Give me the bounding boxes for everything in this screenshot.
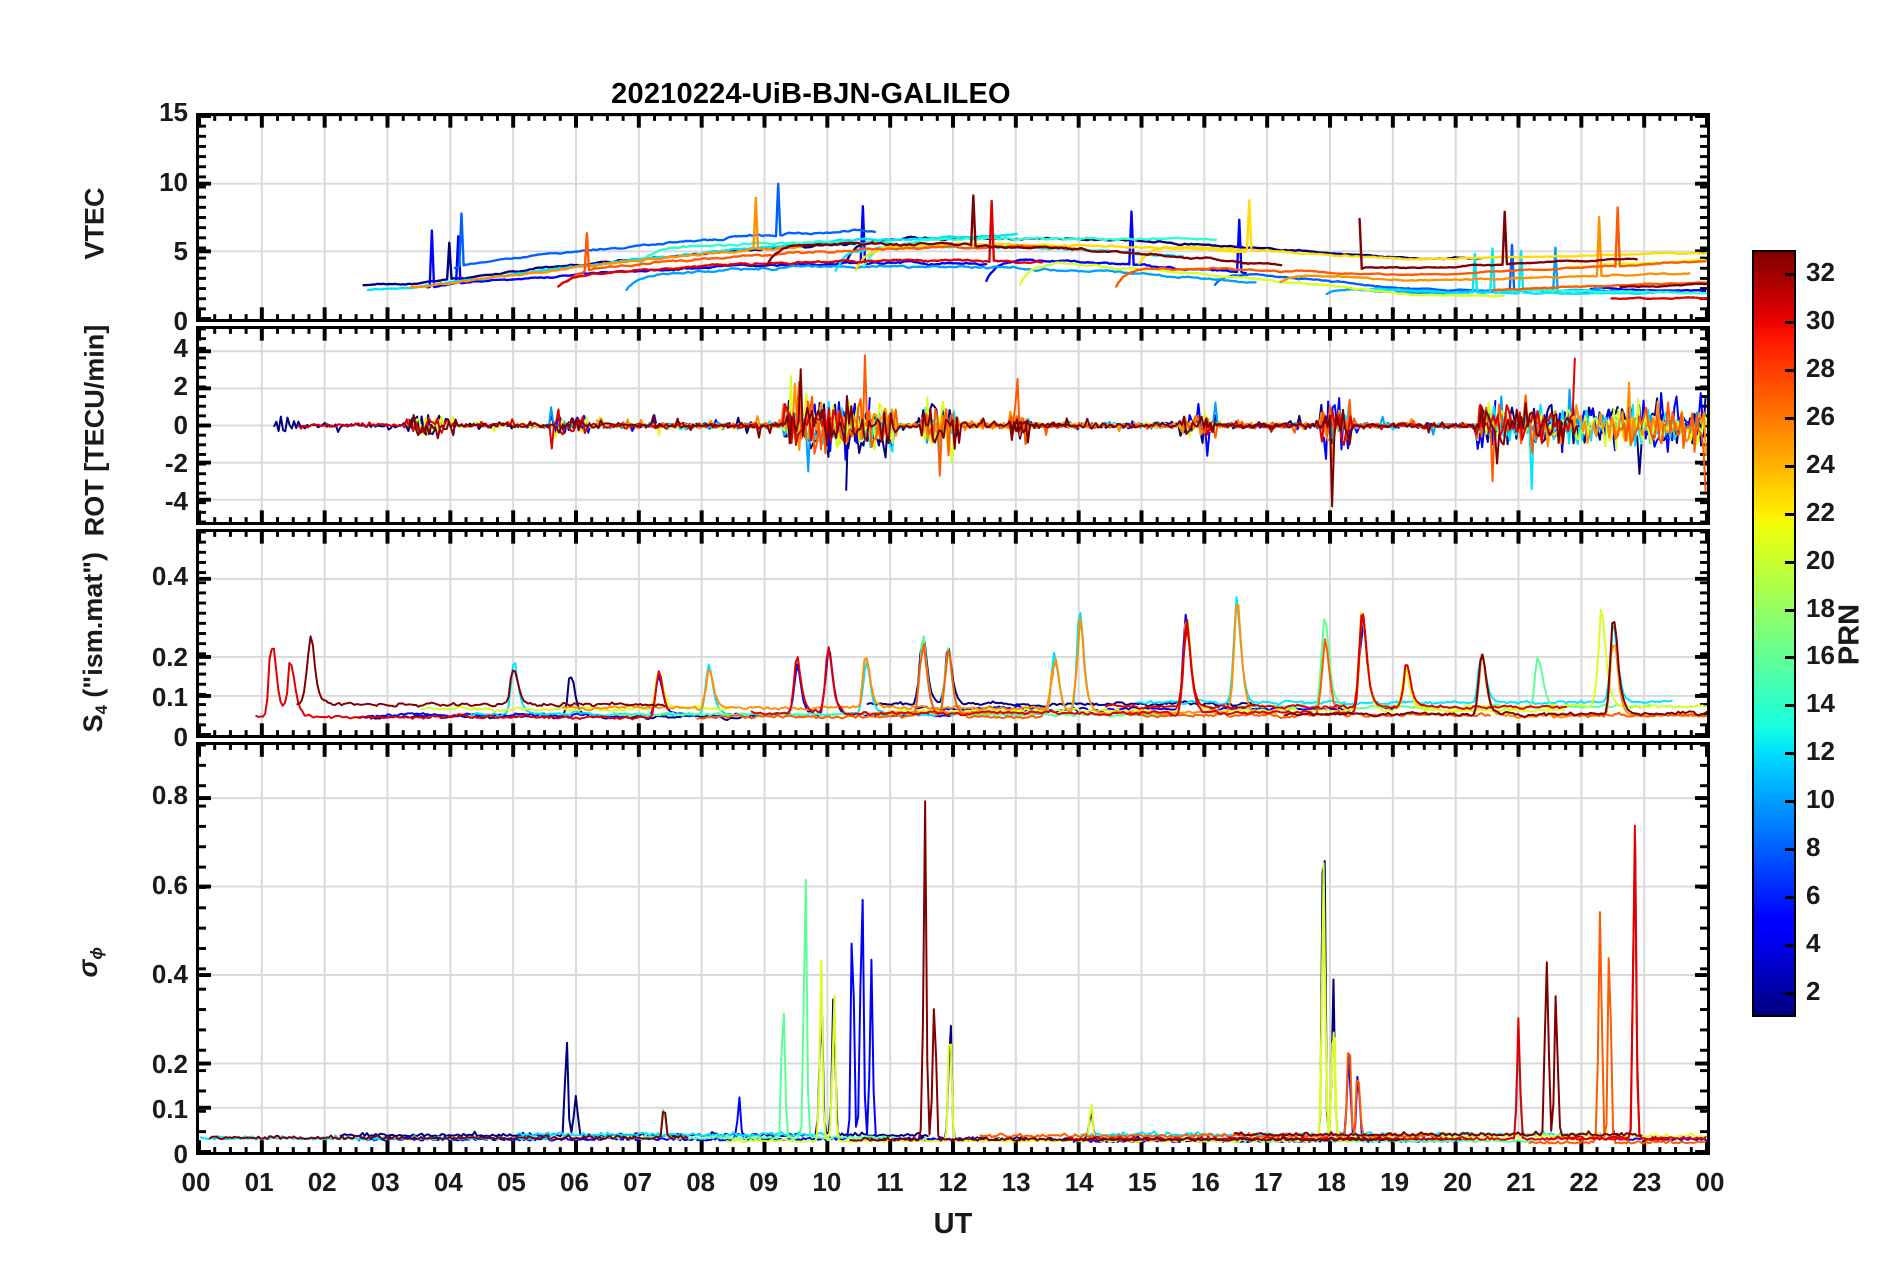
ytick-sigma-phi-0p1: 0.1	[151, 1094, 188, 1125]
colorbar-tick-6: 6	[1806, 880, 1821, 911]
xtick-17: 17	[1253, 1167, 1283, 1197]
colorbar-tick-8: 8	[1806, 832, 1821, 863]
colorbar-tickmark	[1785, 368, 1796, 372]
colorbar-tick-26: 26	[1806, 400, 1835, 431]
figure-title-text: 20210224-UiB-BJN-GALILEO	[611, 78, 1011, 110]
xtick-0: 00	[181, 1167, 211, 1197]
xtick-7: 07	[623, 1167, 653, 1197]
panel-vtec	[196, 113, 1710, 322]
colorbar-tickmark	[1785, 704, 1796, 708]
colorbar-tickmark	[1785, 272, 1796, 276]
colorbar-tickmark	[1785, 848, 1796, 852]
colorbar-tick-12: 12	[1806, 736, 1835, 767]
xtick-15: 15	[1127, 1167, 1157, 1197]
colorbar-tickmark	[1785, 656, 1796, 660]
xtick-16: 16	[1190, 1167, 1220, 1197]
xtick-19: 19	[1380, 1167, 1410, 1197]
colorbar-tick-2: 2	[1806, 976, 1821, 1007]
ytick-vtec-15: 15	[159, 97, 188, 127]
xtick-12: 12	[938, 1167, 968, 1197]
colorbar-tickmark	[1785, 560, 1796, 564]
colorbar-tickmark	[1785, 992, 1796, 996]
ytick-s4-0: 0	[173, 722, 188, 752]
ytick-sigma-phi-0: 0	[173, 1139, 188, 1169]
colorbar-tick-28: 28	[1806, 352, 1835, 383]
xtick-3: 03	[370, 1167, 400, 1197]
ytick-sigma-phi-0p4: 0.4	[151, 959, 188, 990]
colorbar-tickmark	[1785, 608, 1796, 612]
xtick-1: 01	[244, 1167, 274, 1197]
ytick-s4-0p1: 0.1	[151, 681, 188, 712]
colorbar-tickmark	[1785, 896, 1796, 900]
colorbar-tick-20: 20	[1806, 544, 1835, 575]
colorbar-tick-22: 22	[1806, 496, 1835, 527]
plot-area-sigma-phi	[199, 745, 1707, 1152]
xtick-24: 00	[1695, 1167, 1725, 1197]
xtick-8: 08	[686, 1167, 716, 1197]
colorbar-tick-18: 18	[1806, 592, 1835, 623]
xtick-22: 22	[1569, 1167, 1599, 1197]
xtick-13: 13	[1001, 1167, 1031, 1197]
ytick-s4-0p4: 0.4	[151, 561, 188, 592]
colorbar-tick-24: 24	[1806, 448, 1835, 479]
ytick-sigma-phi-0p2: 0.2	[151, 1049, 188, 1080]
xtick-18: 18	[1317, 1167, 1346, 1197]
colorbar-tick-30: 30	[1806, 304, 1835, 335]
colorbar-tick-10: 10	[1806, 784, 1835, 815]
xtick-21: 21	[1506, 1167, 1536, 1197]
ytick-sigma-phi-0p6: 0.6	[151, 869, 188, 900]
xtick-4: 04	[433, 1167, 463, 1197]
colorbar-tick-14: 14	[1806, 688, 1835, 719]
xtick-5: 05	[496, 1167, 526, 1197]
xtick-9: 09	[749, 1167, 779, 1197]
panel-sigma-phi	[196, 742, 1710, 1155]
panel-rot	[196, 326, 1710, 525]
plot-area-s4	[199, 532, 1707, 735]
ytick-s4-0p2: 0.2	[151, 641, 188, 672]
colorbar-tickmark	[1785, 512, 1796, 516]
colorbar-tickmark	[1785, 944, 1796, 948]
panel-s4	[196, 529, 1710, 738]
colorbar-tickmark	[1785, 800, 1796, 804]
xtick-23: 23	[1632, 1167, 1662, 1197]
colorbar-tick-16: 16	[1806, 640, 1835, 671]
xtick-20: 20	[1443, 1167, 1473, 1197]
plot-area-vtec	[199, 116, 1707, 319]
ytick-vtec-0: 0	[173, 306, 188, 336]
xtick-11: 11	[876, 1167, 904, 1197]
xaxis-label: UT	[933, 1208, 973, 1240]
xtick-14: 14	[1064, 1167, 1094, 1197]
ytick-rot-2: 2	[173, 371, 188, 402]
plot-area-rot	[199, 329, 1707, 522]
colorbar-tick-32: 32	[1806, 256, 1835, 287]
colorbar-label: PRN	[1833, 603, 1866, 666]
colorbar-tickmark	[1785, 320, 1796, 324]
xtick-10: 10	[812, 1167, 842, 1197]
ytick-sigma-phi-0p8: 0.8	[151, 779, 188, 810]
figure-title: 20210224-UiB-BJN-GALILEO	[0, 78, 1902, 111]
colorbar-tickmark	[1785, 416, 1796, 420]
colorbar-tick-4: 4	[1806, 928, 1821, 959]
ytick-rot-neg2: -2	[164, 447, 188, 478]
colorbar-tickmark	[1785, 752, 1796, 756]
ytick-rot-0: 0	[173, 409, 188, 440]
ytick-rot-neg4: -4	[164, 486, 188, 517]
xtick-2: 02	[307, 1167, 337, 1197]
ytick-rot-4: 4	[173, 332, 188, 363]
xtick-6: 06	[560, 1167, 589, 1197]
colorbar-tickmark	[1785, 464, 1796, 468]
colorbar-prn	[1752, 250, 1796, 1017]
ytick-vtec-5: 5	[173, 236, 188, 267]
ytick-vtec-10: 10	[159, 166, 188, 197]
